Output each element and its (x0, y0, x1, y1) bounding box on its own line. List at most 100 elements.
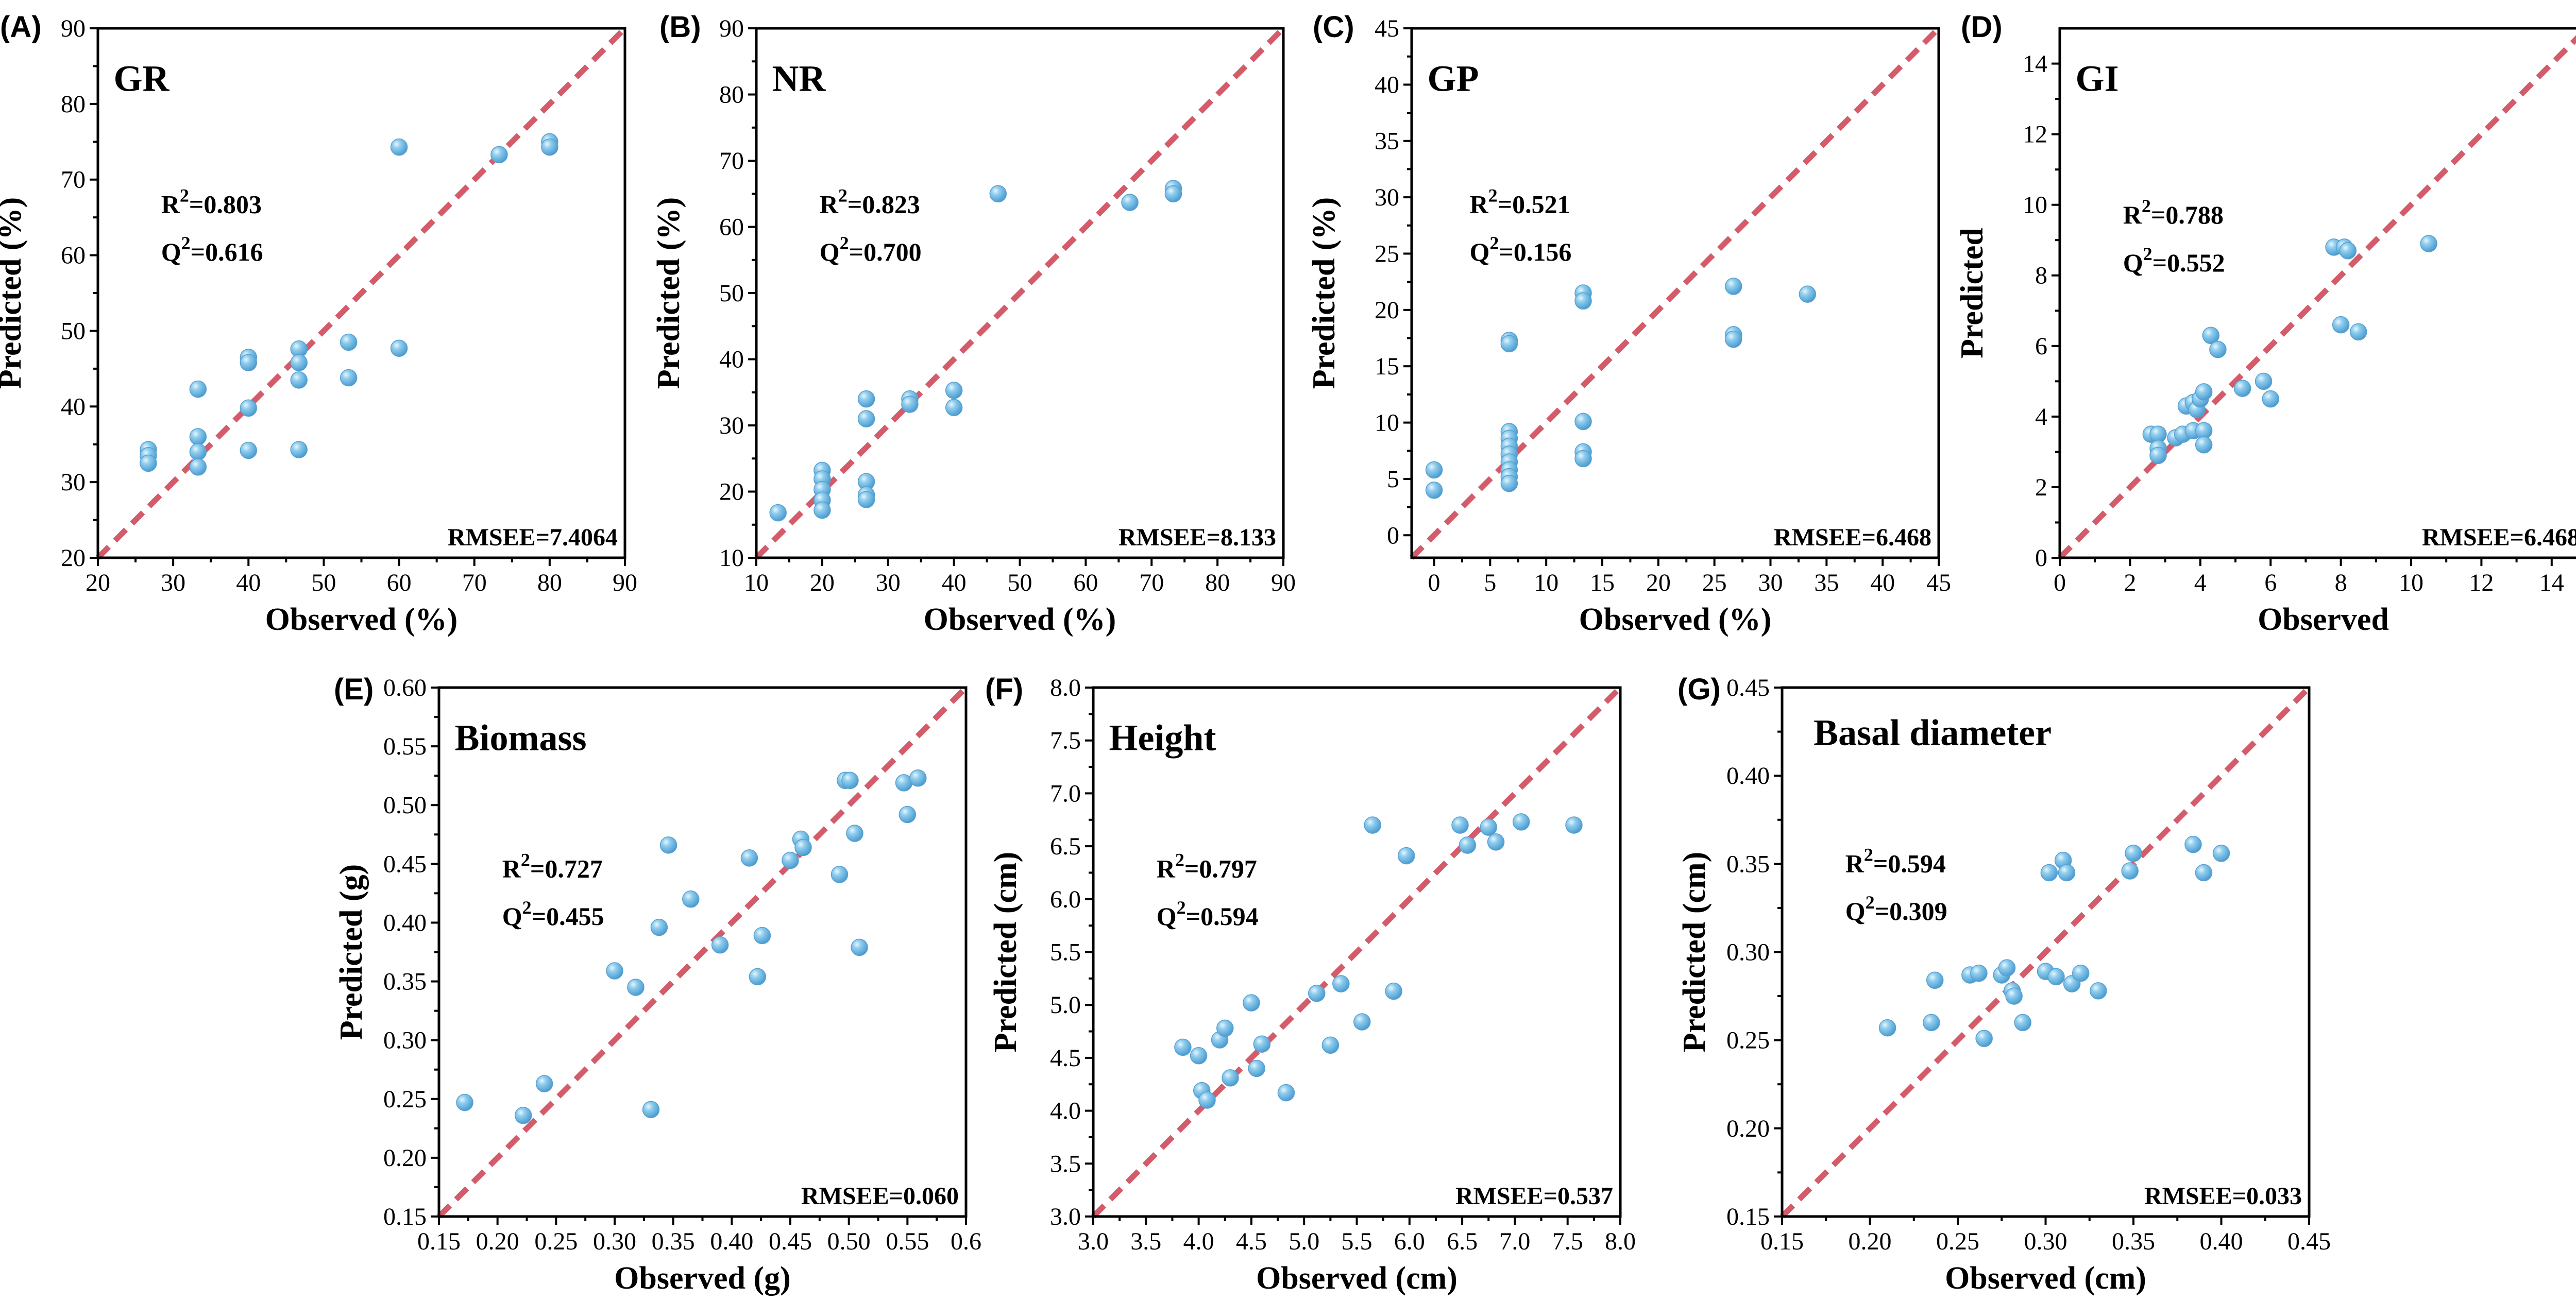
data-point (2202, 327, 2220, 344)
identity-line (754, 26, 1285, 560)
data-point (189, 380, 207, 398)
r2-superscript: 2 (1488, 185, 1498, 206)
x-tick-label: 90 (613, 569, 637, 596)
data-point (1500, 474, 1518, 492)
r2-symbol: R (1157, 854, 1176, 883)
data-point (769, 504, 787, 522)
data-point (1459, 836, 1477, 854)
q2-stat: Q2=0.156 (1470, 233, 1572, 266)
y-tick-label: 0.50 (383, 792, 427, 819)
data-point (390, 138, 408, 156)
data-point (290, 354, 308, 371)
x-tick-label: 0.20 (476, 1228, 519, 1255)
x-tick-label: 60 (387, 569, 412, 596)
x-tick-label: 3.5 (1130, 1228, 1161, 1255)
panel-letter: (F) (985, 673, 1023, 706)
data-point (606, 962, 623, 980)
r2-stat: R2=0.521 (1470, 185, 1570, 219)
y-axis-label: Predicted (1955, 228, 1990, 358)
r2-symbol: R (1845, 849, 1865, 878)
data-point (1174, 1038, 1192, 1056)
plot-frame (1410, 27, 1940, 559)
q2-value: =0.309 (1875, 897, 1947, 926)
x-tick-label: 0.45 (769, 1228, 812, 1255)
data-point (1926, 971, 1944, 989)
q2-value: =0.156 (1499, 237, 1571, 266)
data-point (189, 428, 207, 446)
data-point (1512, 813, 1530, 831)
q2-superscript: 2 (1866, 892, 1875, 913)
data-point (753, 927, 771, 945)
data-point (2121, 862, 2139, 880)
y-tick-label: 30 (61, 469, 86, 496)
q2-superscript: 2 (1489, 233, 1499, 253)
rmse-label: RMSEE=6.468 (2422, 524, 2576, 551)
data-point (1332, 975, 1350, 992)
x-axis-label: Observed (g) (614, 1261, 791, 1296)
data-point (2262, 390, 2279, 408)
panel-letter: (G) (1677, 673, 1721, 706)
data-point (1222, 1069, 1239, 1087)
x-tick-label: 0.35 (652, 1228, 695, 1255)
data-point (1998, 959, 2016, 977)
x-tick-label: 40 (236, 569, 261, 596)
r2-superscript: 2 (521, 850, 530, 870)
data-point (1425, 482, 1443, 499)
y-tick-label: 5.0 (1050, 991, 1081, 1019)
x-tick-label: 90 (1271, 569, 1296, 596)
y-tick-label: 5 (1387, 466, 1399, 493)
q2-stat: Q2=0.700 (820, 233, 922, 266)
y-tick-label: 12 (2023, 121, 2047, 148)
y-tick-label: 4.5 (1050, 1044, 1081, 1072)
y-tick-label: 40 (61, 393, 86, 420)
y-tick-label: 0.25 (383, 1086, 427, 1113)
panel-letter: (D) (1961, 10, 2003, 44)
data-point (490, 146, 508, 164)
data-point (682, 890, 700, 908)
data-point (749, 968, 767, 986)
y-tick-label: 0.35 (383, 968, 427, 996)
data-point (782, 851, 799, 869)
x-tick-label: 7.0 (1499, 1228, 1530, 1255)
y-tick-label: 0.45 (1726, 674, 1770, 701)
y-tick-label: 14 (2023, 50, 2047, 78)
y-tick-label: 10 (1375, 409, 1399, 437)
x-tick-label: 0.55 (886, 1228, 929, 1255)
rmse-label: RMSEE=0.537 (1455, 1183, 1613, 1210)
x-tick-label: 50 (1008, 569, 1032, 596)
q2-stat: Q2=0.594 (1157, 897, 1259, 931)
q2-stat: Q2=0.309 (1845, 892, 1947, 926)
data-point (240, 441, 258, 459)
q2-symbol: Q (1157, 902, 1177, 931)
y-tick-label: 45 (1375, 15, 1399, 42)
y-tick-label: 0.30 (1726, 939, 1770, 966)
y-axis-label: Predicted (%) (0, 197, 28, 389)
data-point (2184, 835, 2202, 853)
x-tick-label: 4.0 (1183, 1228, 1214, 1255)
x-tick-label: 3.0 (1078, 1228, 1109, 1255)
y-tick-label: 0.25 (1726, 1027, 1770, 1054)
data-point (340, 333, 358, 351)
q2-value: =0.594 (1186, 902, 1259, 931)
x-tick-label: 0.25 (534, 1228, 578, 1255)
panel-title: NR (772, 58, 826, 99)
data-point (711, 936, 729, 954)
panel-letter: (A) (0, 10, 42, 44)
data-point (1321, 1036, 1340, 1054)
panel-e: 0.15 0.20 0.25 0.30 0.35 0.40 0.45 0.50 0.55 0.60… (334, 673, 981, 1296)
x-tick-label: 4 (2194, 569, 2207, 596)
y-tick-label: 40 (1375, 71, 1399, 98)
plot-frame (2058, 27, 2576, 559)
x-tick-label: 5.5 (1342, 1228, 1372, 1255)
r2-value: =0.803 (189, 190, 262, 219)
panel-b: 10 20 30 40 50 60 70 80 90 10 20 30 40 50 60 70 80 90 Obse… (651, 10, 1296, 637)
x-tick-label: 30 (1758, 569, 1783, 596)
data-point (740, 849, 758, 867)
data-point (1308, 984, 1326, 1002)
x-tick-label: 60 (1073, 569, 1098, 596)
identity-line (2058, 35, 2576, 560)
panel-title: GI (2075, 58, 2119, 99)
x-tick-label: 8.0 (1605, 1228, 1636, 1255)
q2-stat: Q2=0.616 (161, 233, 263, 266)
